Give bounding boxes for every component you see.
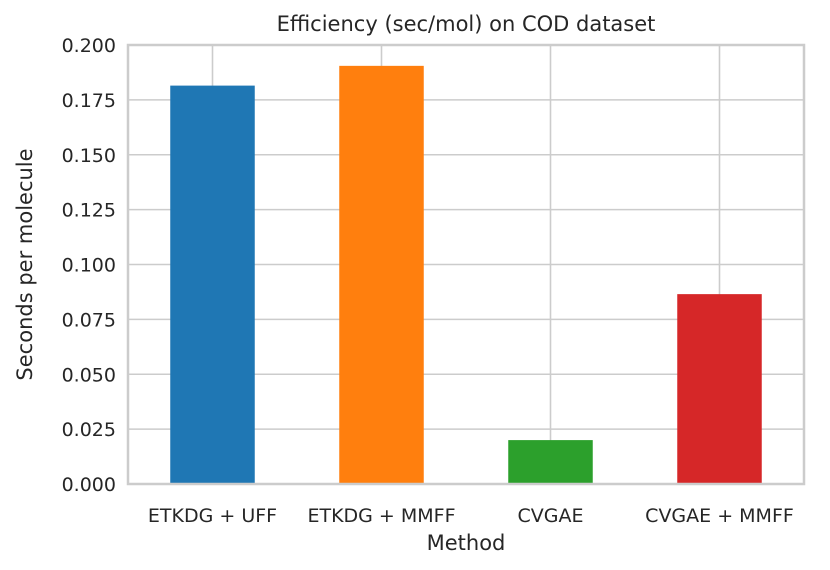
y-tick-label: 0.175: [62, 90, 116, 112]
y-axis-label: Seconds per molecule: [13, 148, 37, 380]
x-tick-label: ETKDG + UFF: [148, 505, 277, 527]
y-tick-label: 0.050: [62, 364, 116, 386]
plot-frame: [126, 43, 806, 486]
y-tick-label: 0.075: [62, 309, 116, 331]
bar-etkdg-uff: [170, 85, 255, 485]
x-tick-labels: ETKDG + UFF ETKDG + MMFF CVGAE CVGAE + MMFF: [148, 505, 794, 527]
y-tick-label: 0.150: [62, 145, 116, 167]
y-tick-label: 0.025: [62, 419, 116, 441]
bars: [170, 65, 762, 485]
y-tick-label: 0.000: [62, 474, 116, 496]
x-tick-label: CVGAE: [518, 505, 584, 527]
bar-cvgae-mmff: [677, 294, 762, 484]
bar-etkdg-mmff: [339, 65, 424, 484]
x-tick-label: CVGAE + MMFF: [645, 505, 794, 527]
y-tick-labels: 0.000 0.025 0.050 0.075 0.100 0.125 0.150 0.175…: [62, 35, 116, 496]
y-tick-label: 0.200: [62, 35, 116, 57]
x-tick-label: ETKDG + MMFF: [307, 505, 455, 527]
y-tick-label: 0.100: [62, 255, 116, 277]
chart-title: Efficiency (sec/mol) on COD dataset: [277, 12, 656, 36]
bar-cvgae: [508, 440, 593, 484]
x-axis-label: Method: [427, 531, 506, 555]
y-tick-label: 0.125: [62, 200, 116, 222]
